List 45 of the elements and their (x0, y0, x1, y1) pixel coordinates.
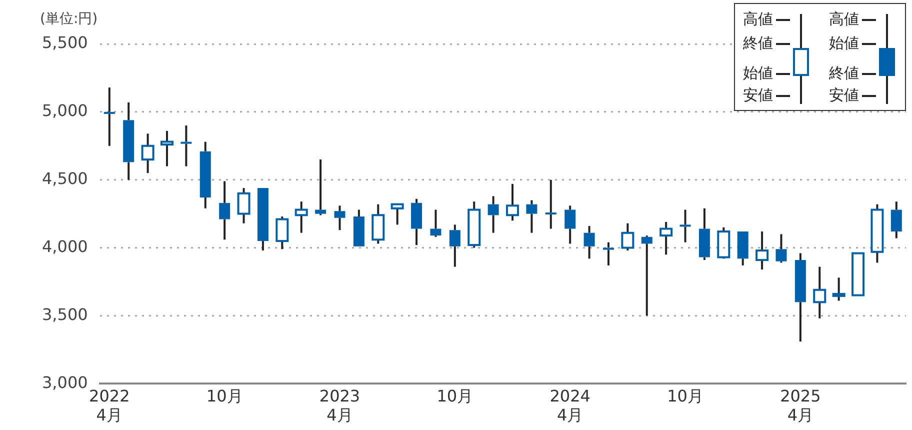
x-tick-label: 10月 (206, 386, 243, 406)
candlestick (698, 207, 710, 261)
candlestick (257, 188, 268, 252)
candlestick (545, 178, 556, 230)
candlestick (794, 252, 806, 342)
candlestick (680, 208, 691, 244)
candlestick (104, 86, 115, 147)
x-tick-label: 2023 4月 (319, 386, 360, 425)
candlestick (334, 204, 346, 232)
text: 高値 (743, 10, 773, 28)
candlestick (353, 208, 364, 246)
candlestick (200, 140, 211, 210)
candlestick (564, 204, 576, 245)
y-tick-label: 5,500 (42, 33, 88, 52)
y-tick-label: 3,500 (42, 304, 88, 324)
y-axis-title: (単位:円) (40, 10, 98, 28)
candlestick (411, 198, 422, 246)
x-tick-label: 2022 4月 (89, 386, 130, 425)
candlestick (737, 231, 748, 266)
y-tick-label: 4,500 (42, 168, 88, 188)
x-tick-label: 10月 (436, 386, 474, 406)
candlestick (890, 200, 902, 240)
annotation: 始値 (743, 64, 774, 83)
annotation: 安値 (743, 86, 774, 105)
candlestick (219, 180, 230, 241)
annotation: 始値 (829, 34, 860, 53)
annotation: 安値 (829, 86, 860, 105)
candlestick (180, 124, 192, 168)
text: 高値 (829, 10, 859, 28)
candlestick (641, 234, 652, 317)
candlestick (584, 225, 595, 260)
annotation: 終値 (829, 64, 860, 83)
x-tick-label: 2025 4月 (780, 386, 821, 425)
candlestick (602, 241, 614, 266)
candlestick (488, 195, 499, 234)
candlestick (123, 101, 134, 181)
candlestick (526, 199, 538, 234)
y-tick-label: 3,000 (42, 372, 88, 392)
y-tick-label: 4,000 (42, 236, 88, 256)
candlestick (430, 208, 442, 238)
x-tick-label: 2024 4月 (550, 386, 590, 425)
x-tick-label: 10月 (667, 386, 704, 406)
y-tick-label: 5,000 (42, 101, 88, 120)
annotation: 終値 (743, 34, 774, 53)
candlestick (449, 224, 460, 268)
